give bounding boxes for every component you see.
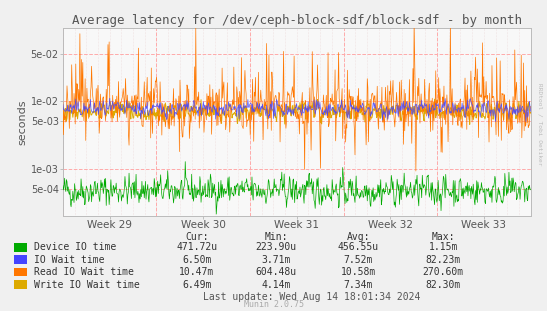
Text: Last update: Wed Aug 14 18:01:34 2024: Last update: Wed Aug 14 18:01:34 2024 [203, 292, 421, 302]
Text: Write IO Wait time: Write IO Wait time [34, 280, 139, 290]
Text: 4.14m: 4.14m [261, 280, 291, 290]
Text: Avg:: Avg: [347, 232, 370, 242]
Text: 223.90u: 223.90u [255, 242, 297, 252]
Text: RRDtool / Tobi Oetiker: RRDtool / Tobi Oetiker [538, 83, 543, 166]
Text: 604.48u: 604.48u [255, 267, 297, 277]
Text: 82.30m: 82.30m [426, 280, 461, 290]
Text: 471.72u: 471.72u [176, 242, 218, 252]
Text: 6.50m: 6.50m [182, 255, 212, 265]
Text: Read IO Wait time: Read IO Wait time [34, 267, 134, 277]
Text: 82.23m: 82.23m [426, 255, 461, 265]
Text: 1.15m: 1.15m [428, 242, 458, 252]
Text: Min:: Min: [265, 232, 288, 242]
Text: Max:: Max: [432, 232, 455, 242]
Text: 6.49m: 6.49m [182, 280, 212, 290]
Title: Average latency for /dev/ceph-block-sdf/block-sdf - by month: Average latency for /dev/ceph-block-sdf/… [72, 14, 522, 27]
Text: 456.55u: 456.55u [337, 242, 379, 252]
Y-axis label: seconds: seconds [18, 99, 28, 145]
Text: 7.52m: 7.52m [344, 255, 373, 265]
Text: 3.71m: 3.71m [261, 255, 291, 265]
Text: Munin 2.0.75: Munin 2.0.75 [243, 299, 304, 309]
Text: IO Wait time: IO Wait time [34, 255, 104, 265]
Text: 7.34m: 7.34m [344, 280, 373, 290]
Text: 10.58m: 10.58m [341, 267, 376, 277]
Text: Device IO time: Device IO time [34, 242, 116, 252]
Text: Cur:: Cur: [185, 232, 208, 242]
Text: 10.47m: 10.47m [179, 267, 214, 277]
Text: 270.60m: 270.60m [422, 267, 464, 277]
